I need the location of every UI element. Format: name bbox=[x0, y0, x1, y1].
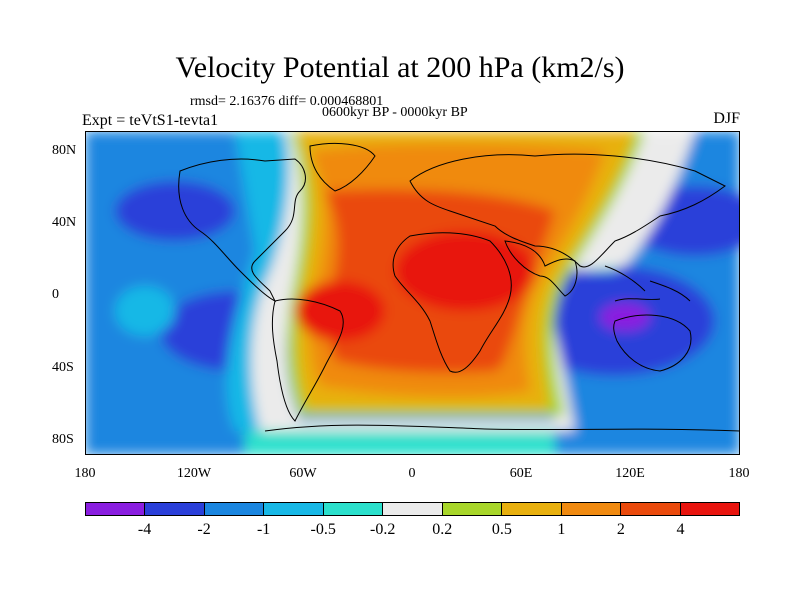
shaded-field bbox=[85, 131, 740, 455]
coastlines bbox=[178, 142, 740, 432]
colorbar-swatch bbox=[502, 503, 562, 515]
colorbar bbox=[85, 502, 740, 516]
colorbar-label: 4 bbox=[676, 521, 685, 538]
colorbar-swatch bbox=[442, 503, 503, 515]
lon-label-0: 0 bbox=[408, 466, 416, 481]
lon-label-60e: 60E bbox=[509, 466, 533, 481]
colorbar-label: 0.5 bbox=[491, 521, 512, 538]
colorbar-swatch bbox=[680, 503, 739, 515]
colorbar-swatch bbox=[621, 503, 681, 515]
lat-label-80s: 80S bbox=[52, 432, 74, 447]
colorbar-label: -0.2 bbox=[370, 521, 396, 538]
velocity-potential-map bbox=[85, 131, 740, 455]
colorbar-label: 1 bbox=[557, 521, 566, 538]
colorbar-swatch bbox=[86, 503, 146, 515]
colorbar-label: 2 bbox=[616, 521, 625, 538]
colorbar-swatch bbox=[204, 503, 265, 515]
colorbar-swatch bbox=[264, 503, 324, 515]
period-line: 0600kyr BP - 0000kyr BP bbox=[322, 105, 468, 120]
colorbar-swatch bbox=[145, 503, 205, 515]
stats-line: rmsd= 2.16376 diff= 0.000468801 bbox=[190, 94, 384, 109]
season-label: DJF bbox=[713, 110, 740, 127]
lon-label-120e: 120E bbox=[615, 466, 645, 481]
colorbar-label: -4 bbox=[137, 521, 152, 538]
colorbar-label: 0.2 bbox=[432, 521, 453, 538]
lon-label-120w: 120W bbox=[176, 466, 212, 481]
experiment-label: Expt = teVtS1-tevta1 bbox=[82, 112, 219, 129]
colorbar-label: -2 bbox=[197, 521, 211, 538]
colorbar-swatch bbox=[323, 503, 384, 515]
colorbar-swatch bbox=[561, 503, 622, 515]
lon-label-180w: 180 bbox=[74, 466, 96, 481]
colorbar-swatch bbox=[383, 503, 443, 515]
lon-label-60w: 60W bbox=[289, 466, 317, 481]
colorbar-label: -1 bbox=[256, 521, 271, 538]
plot-title: Velocity Potential at 200 hPa (km2/s) bbox=[175, 51, 625, 84]
lat-label-0: 0 bbox=[52, 287, 59, 302]
colorbar-label: -0.5 bbox=[310, 521, 336, 538]
lat-label-80n: 80N bbox=[52, 143, 77, 158]
lon-label-180e: 180 bbox=[728, 466, 750, 481]
lat-label-40s: 40S bbox=[52, 360, 74, 375]
lat-label-40n: 40N bbox=[52, 215, 77, 230]
